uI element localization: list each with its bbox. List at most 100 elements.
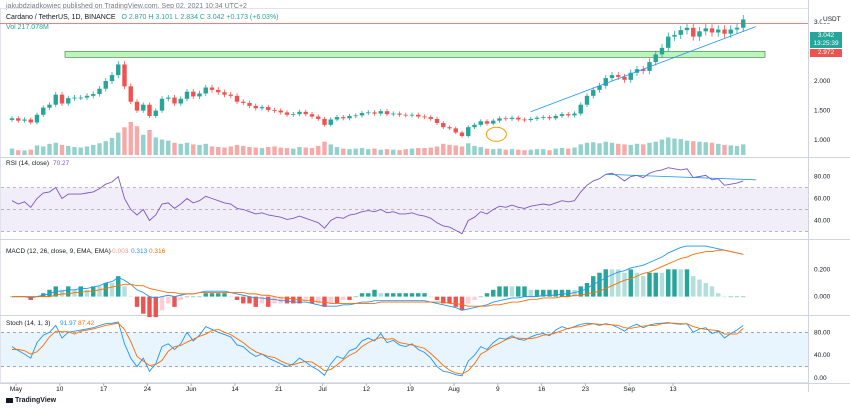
volume-bar — [572, 147, 577, 155]
macd-value: 0.313 — [131, 248, 148, 255]
macd-histogram-bar — [328, 296, 333, 304]
volume-bar — [178, 143, 183, 155]
macd-histogram-bar — [591, 276, 596, 297]
macd-histogram-bar — [628, 269, 633, 297]
macd-histogram-bar — [584, 282, 590, 297]
tradingview-logo[interactable]: TradingView — [6, 397, 56, 404]
rsi-tick-label: 60.00 — [814, 196, 831, 203]
volume-bar — [84, 146, 90, 155]
volume-bar — [9, 148, 15, 155]
candle-body — [209, 87, 215, 90]
volume-bar — [353, 148, 358, 155]
volume-bar — [253, 147, 258, 155]
macd-histogram-bar — [222, 293, 227, 297]
symbol-name[interactable]: Cardano / TetherUS, 1D, BINANCE — [6, 14, 116, 21]
time-tick-label: 23 — [582, 386, 590, 393]
currency-label[interactable]: USDT — [822, 16, 842, 23]
macd-histogram-bar — [684, 269, 690, 297]
macd-histogram-bar — [234, 296, 240, 301]
time-tick-label: Aug — [448, 386, 460, 393]
candle-body — [253, 105, 258, 109]
volume-bar — [709, 142, 715, 155]
macd-histogram-bar — [253, 296, 258, 307]
volume-bar — [472, 145, 477, 155]
candle-body — [103, 81, 108, 89]
macd-histogram-bar — [372, 289, 377, 297]
volume-bar — [691, 141, 696, 155]
candle-body — [591, 89, 596, 96]
candle-body — [634, 69, 640, 73]
candle-body — [128, 86, 133, 102]
candle-body — [553, 115, 558, 119]
macd-histogram-bar — [653, 272, 658, 297]
tradingview-icon — [6, 397, 13, 403]
stoch-d-line — [12, 322, 744, 375]
volume-bar — [459, 146, 465, 155]
macd-histogram-bar — [366, 293, 371, 297]
macd-histogram-bar — [647, 272, 652, 297]
volume-bar — [428, 147, 433, 155]
volume-bar — [297, 147, 302, 155]
macd-title: MACD (12, 26, close, 9, EMA, EMA) — [6, 248, 111, 255]
candle-body — [291, 114, 296, 115]
candle-body — [47, 104, 52, 108]
macd-histogram-bar — [447, 296, 452, 304]
last-price-badge: 3.042 — [810, 32, 842, 40]
volume-bar — [259, 148, 265, 155]
macd-histogram-bar — [553, 289, 558, 297]
volume-bar — [128, 122, 133, 155]
candle-body — [153, 110, 158, 116]
macd-histogram-bar — [209, 293, 215, 297]
candle-body — [372, 112, 377, 114]
candle-body — [309, 114, 315, 117]
macd-histogram-bar — [678, 269, 683, 297]
candle-body — [259, 107, 265, 109]
time-tick-label: 19 — [407, 386, 415, 393]
volume-bar — [453, 145, 458, 155]
candle-body — [222, 92, 227, 95]
macd-histogram-bar — [559, 289, 565, 297]
volume-bar — [666, 137, 671, 155]
macd-histogram-bar — [316, 296, 321, 304]
macd-histogram-bar — [84, 289, 90, 297]
volume-bar — [478, 147, 483, 155]
stoch-tick-label: 80.00 — [814, 329, 831, 336]
macd-histogram-bar — [441, 296, 446, 304]
volume-bar — [191, 144, 196, 155]
stoch-d-value: 87.42 — [78, 320, 95, 327]
macd-histogram-bar — [166, 296, 171, 304]
macd-histogram-bar — [672, 269, 677, 297]
volume-bar — [397, 150, 402, 155]
volume-bar — [109, 137, 115, 155]
time-tick-label: 10 — [56, 386, 64, 393]
volume-bar — [491, 149, 496, 155]
volume-bar — [497, 148, 502, 155]
macd-histogram-bar — [59, 289, 65, 297]
time-tick-label: Jul — [318, 386, 327, 393]
macd-histogram-bar — [472, 296, 477, 301]
macd-histogram-bar — [728, 296, 733, 298]
volume-bar — [228, 146, 233, 155]
macd-histogram-bar — [547, 289, 552, 297]
macd-histogram-bar — [178, 296, 183, 301]
trend-line — [530, 26, 756, 113]
volume-bar — [522, 150, 527, 155]
macd-histogram-bar — [378, 293, 383, 297]
volume-bar — [222, 147, 227, 155]
candle-body — [347, 115, 352, 119]
candle-body — [197, 93, 202, 97]
macd-histogram-bar — [422, 293, 427, 297]
candle-body — [622, 76, 627, 80]
candle-body — [97, 88, 102, 95]
volume-bar — [134, 126, 140, 155]
volume-bar — [291, 148, 296, 155]
candle-body — [72, 97, 77, 99]
candle-body — [234, 95, 240, 102]
candle-body — [34, 114, 40, 123]
candle-body — [416, 114, 421, 117]
volume-bar — [366, 149, 371, 155]
volume-bar — [416, 148, 421, 155]
candle-body — [403, 114, 408, 116]
stoch-band-fill — [1, 332, 808, 367]
